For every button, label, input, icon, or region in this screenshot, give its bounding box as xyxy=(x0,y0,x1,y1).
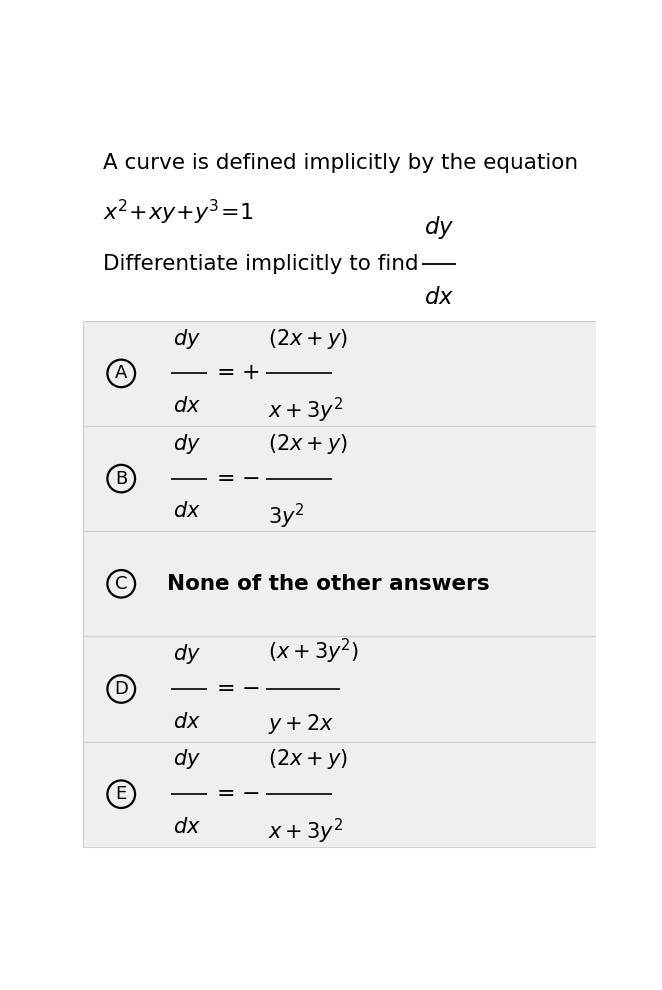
Text: $dy$: $dy$ xyxy=(424,214,454,241)
Text: None of the other answers: None of the other answers xyxy=(167,574,490,594)
Text: $dx$: $dx$ xyxy=(173,502,201,522)
Text: $(2x + y)$: $(2x + y)$ xyxy=(268,747,348,771)
Text: −: − xyxy=(241,678,260,700)
FancyBboxPatch shape xyxy=(83,532,596,637)
Text: $dy$: $dy$ xyxy=(173,643,201,666)
FancyBboxPatch shape xyxy=(83,637,596,742)
Text: $dx$: $dx$ xyxy=(173,817,201,838)
FancyBboxPatch shape xyxy=(83,321,596,426)
Text: −: − xyxy=(241,467,260,490)
Text: $(x + 3y^{2})$: $(x + 3y^{2})$ xyxy=(268,637,359,666)
Text: $x + 3y^{2}$: $x + 3y^{2}$ xyxy=(268,396,343,426)
Text: $dy$: $dy$ xyxy=(173,327,201,350)
Text: =: = xyxy=(216,678,235,700)
Text: B: B xyxy=(115,469,127,488)
Text: $(2x + y)$: $(2x + y)$ xyxy=(268,327,348,350)
Text: =: = xyxy=(216,467,235,490)
Text: E: E xyxy=(116,785,127,803)
Text: $dx$: $dx$ xyxy=(424,286,454,309)
Text: $(2x + y)$: $(2x + y)$ xyxy=(268,432,348,455)
Text: $dy$: $dy$ xyxy=(173,432,201,455)
Text: A: A xyxy=(115,364,127,382)
Text: −: − xyxy=(241,783,260,805)
Text: =: = xyxy=(216,362,235,384)
Text: C: C xyxy=(115,575,128,593)
Text: $dx$: $dx$ xyxy=(173,396,201,416)
Text: $dx$: $dx$ xyxy=(173,712,201,732)
Text: $x + 3y^{2}$: $x + 3y^{2}$ xyxy=(268,817,343,846)
Text: $dy$: $dy$ xyxy=(173,747,201,771)
Text: =: = xyxy=(216,783,235,805)
FancyBboxPatch shape xyxy=(83,742,596,846)
Text: +: + xyxy=(241,362,260,384)
FancyBboxPatch shape xyxy=(83,426,596,532)
Text: $y + 2x$: $y + 2x$ xyxy=(268,712,334,736)
Text: D: D xyxy=(115,680,128,698)
Text: $\mathit{x}^2\!+\!\mathit{x}\mathit{y}\!+\!\mathit{y}^3\!=\!1$: $\mathit{x}^2\!+\!\mathit{x}\mathit{y}\!… xyxy=(103,197,254,227)
Text: $3y^{2}$: $3y^{2}$ xyxy=(268,502,305,531)
Text: A curve is defined implicitly by the equation: A curve is defined implicitly by the equ… xyxy=(103,153,579,173)
Text: Differentiate implicitly to find: Differentiate implicitly to find xyxy=(103,253,419,273)
